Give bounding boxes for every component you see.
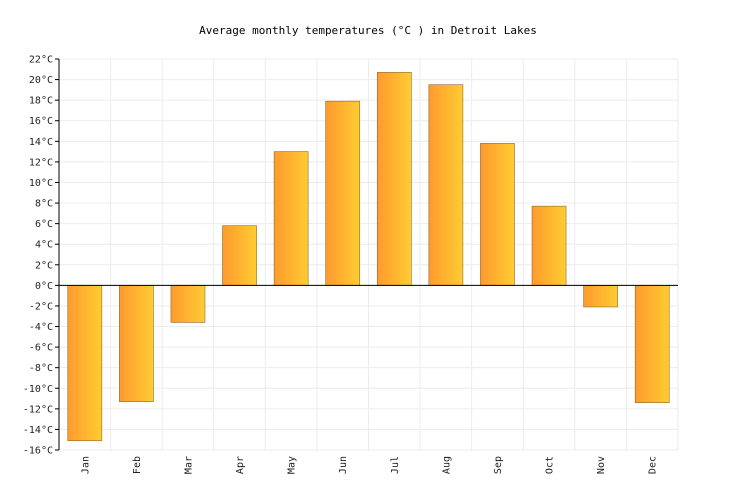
- y-tick-label: -14°C: [23, 425, 53, 436]
- y-tick-label: 0°C: [35, 281, 53, 292]
- bar-jan: [67, 285, 103, 442]
- x-tick-label: May: [287, 456, 298, 474]
- y-tick-label: -16°C: [23, 446, 53, 457]
- bar-apr: [222, 225, 257, 286]
- y-tick-label: 6°C: [35, 219, 53, 230]
- x-axis-ticks: Jan Feb Mar Apr May Jun Jul Aug Sep Oct Nov Dec: [80, 456, 658, 474]
- y-tick-label: 2°C: [35, 260, 53, 271]
- y-tick-label: -2°C: [29, 301, 53, 312]
- x-tick-label: Jan: [80, 456, 91, 474]
- x-tick-label: Feb: [132, 456, 143, 474]
- x-tick-label: Apr: [235, 456, 246, 474]
- x-tick-label: Mar: [183, 456, 194, 474]
- bar-sep: [480, 143, 515, 286]
- axes: [58, 59, 678, 450]
- y-tick-label: -12°C: [23, 404, 53, 415]
- y-tick-label: 4°C: [35, 240, 53, 251]
- y-tick-label: 16°C: [29, 116, 53, 127]
- y-tick-label: -8°C: [29, 363, 53, 374]
- y-tick-label: -4°C: [29, 322, 53, 333]
- bar-aug: [428, 84, 464, 286]
- x-tick-label: Dec: [648, 456, 659, 474]
- y-tick-label: 12°C: [29, 157, 53, 168]
- grid: [58, 58, 679, 451]
- y-tick-label: -10°C: [23, 384, 53, 395]
- bars: [67, 72, 670, 442]
- y-tick-label: 14°C: [29, 137, 53, 148]
- x-tick-label: Jul: [390, 456, 401, 474]
- bar-oct: [531, 205, 567, 286]
- bar-jun: [325, 100, 361, 286]
- y-tick-label: -6°C: [29, 343, 53, 354]
- x-tick-label: Nov: [596, 456, 607, 474]
- y-axis-ticks: -16°C -14°C -12°C -10°C -8°C -6°C -4°C -2°C 0°C 2…: [23, 55, 59, 457]
- x-tick-label: Oct: [545, 456, 556, 474]
- chart-title: Average monthly temperatures (°C ) in De…: [199, 24, 537, 37]
- bar-dec: [634, 285, 670, 403]
- bar-nov: [583, 285, 618, 308]
- x-tick-label: Sep: [493, 456, 504, 474]
- x-tick-label: Jun: [338, 456, 349, 474]
- bar-may: [273, 151, 309, 286]
- y-tick-label: 18°C: [29, 96, 53, 107]
- y-tick-label: 10°C: [29, 178, 53, 189]
- x-tick-label: Aug: [441, 456, 452, 474]
- bar-mar: [170, 285, 206, 323]
- bar-jul: [376, 72, 412, 286]
- bar-feb: [119, 285, 154, 402]
- y-tick-label: 22°C: [29, 55, 53, 66]
- y-tick-label: 8°C: [35, 199, 53, 210]
- y-tick-label: 20°C: [29, 75, 53, 86]
